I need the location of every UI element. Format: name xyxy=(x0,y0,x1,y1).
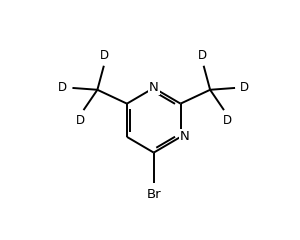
Text: D: D xyxy=(240,81,249,94)
Text: N: N xyxy=(180,130,190,144)
Text: D: D xyxy=(76,114,85,127)
Text: D: D xyxy=(58,81,67,94)
Text: N: N xyxy=(149,81,159,94)
Text: D: D xyxy=(198,49,207,62)
Text: D: D xyxy=(223,114,232,127)
Text: D: D xyxy=(100,49,109,62)
Text: Br: Br xyxy=(146,188,161,201)
